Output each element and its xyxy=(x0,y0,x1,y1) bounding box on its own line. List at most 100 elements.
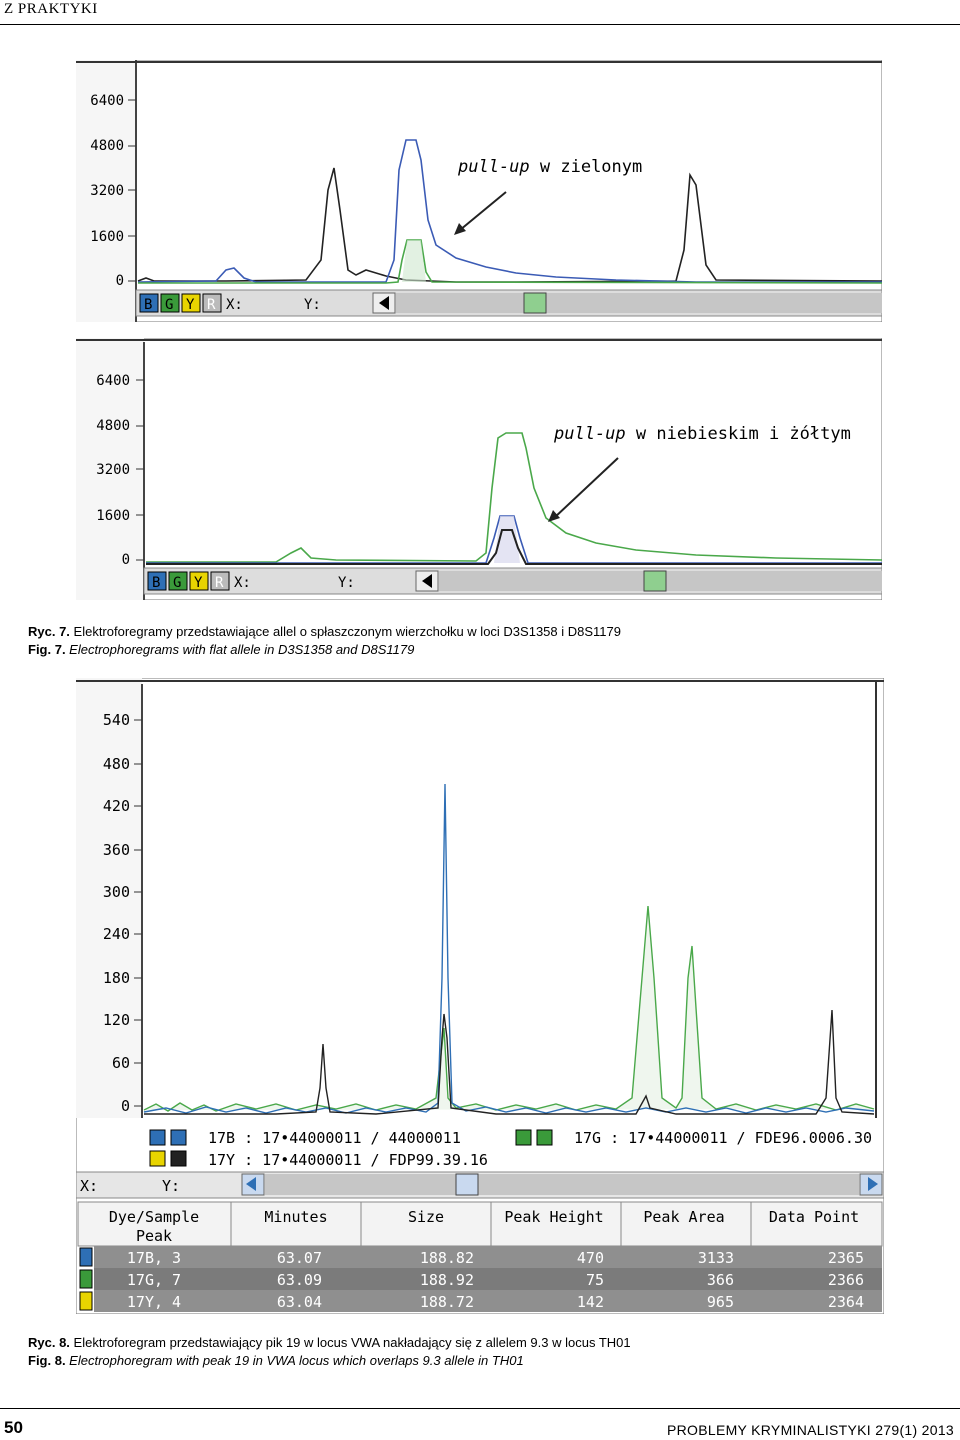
trace-green xyxy=(146,432,882,563)
svg-text:17Y, 4: 17Y, 4 xyxy=(127,1293,181,1311)
col-header-dye: Dye/Sample xyxy=(109,1208,199,1226)
legend-swatch-yellow xyxy=(149,1150,166,1167)
section-header: Z PRAKTYKI xyxy=(4,1,98,17)
col-header-height: Peak Height xyxy=(504,1208,603,1226)
scrollbar-track[interactable] xyxy=(265,1174,859,1195)
y-tick: 120 xyxy=(103,1011,130,1029)
y-tick: 0 xyxy=(116,273,124,289)
fig7-caption-pl: Ryc. 7. Elektroforegramy przedstawiające… xyxy=(28,624,621,639)
scrollbar-track[interactable] xyxy=(396,293,882,313)
legend-swatch-green xyxy=(515,1129,532,1146)
svg-text:17B, 3: 17B, 3 xyxy=(127,1249,181,1267)
svg-text:Y: Y xyxy=(186,297,195,313)
annotation-2: pull-up w niebieskim i żółtym xyxy=(553,424,851,444)
fig8-electropherogram: 540 480 420 360 300 240 180 120 60 0 17B… xyxy=(76,678,884,1314)
fig7-panel-2: 6400 4800 3200 1600 0 pull-up w niebiesk… xyxy=(76,338,882,600)
fig7-caption-en: Fig. 7. Electrophoregrams with flat alle… xyxy=(28,642,415,657)
y-tick: 360 xyxy=(103,841,130,859)
row-swatch xyxy=(79,1247,93,1267)
y-tick: 6400 xyxy=(96,373,130,389)
svg-text:366: 366 xyxy=(707,1271,734,1289)
journal-title: PROBLEMY KRYMINALISTYKI 279(1) 2013 xyxy=(667,1422,954,1438)
svg-text:470: 470 xyxy=(577,1249,604,1267)
svg-text:Y:: Y: xyxy=(162,1177,180,1195)
dye-b-button[interactable] xyxy=(139,293,159,313)
svg-text:188.92: 188.92 xyxy=(420,1271,474,1289)
fig7-panel-1: 6400 4800 3200 1600 0 pull-up w zielonym… xyxy=(76,60,882,322)
scrollbar-thumb[interactable] xyxy=(455,1173,479,1196)
y-tick: 60 xyxy=(112,1054,130,1072)
footer-rule xyxy=(0,1408,960,1409)
legend-17b: 17B : 17•44000011 / 44000011 xyxy=(208,1129,461,1147)
col-subheader-peak: Peak xyxy=(136,1227,172,1245)
svg-text:142: 142 xyxy=(577,1293,604,1311)
table-row[interactable]: 17B, 3 63.07 188.82 470 3133 2365 xyxy=(79,1246,882,1268)
svg-text:G: G xyxy=(165,297,173,313)
table-row[interactable]: 17G, 7 63.09 188.92 75 366 2366 xyxy=(79,1268,882,1290)
y-tick: 480 xyxy=(103,755,130,773)
svg-text:B: B xyxy=(144,297,152,313)
trace-blue xyxy=(143,783,875,1114)
dye-y-button[interactable] xyxy=(181,293,201,313)
svg-text:2365: 2365 xyxy=(828,1249,864,1267)
y-tick: 0 xyxy=(121,1097,130,1115)
legend-swatch-black xyxy=(170,1150,187,1167)
header-rule xyxy=(0,24,960,25)
legend: 17B : 17•44000011 / 44000011 17Y : 17•44… xyxy=(149,1129,872,1169)
row-swatch xyxy=(79,1269,93,1289)
dye-g-button[interactable] xyxy=(168,571,188,591)
dye-r-button[interactable] xyxy=(202,293,222,313)
fig7-1-y-ticks: 6400 4800 3200 1600 0 xyxy=(90,93,124,289)
row-swatch xyxy=(79,1291,93,1311)
trace-black xyxy=(137,167,882,283)
fig8-caption-pl: Ryc. 8. Elektroforegram przedstawiający … xyxy=(28,1335,631,1350)
y-tick: 4800 xyxy=(90,138,124,154)
legend-17g: 17G : 17•44000011 / FDE96.0006.30 xyxy=(574,1129,872,1147)
trace-blue xyxy=(137,139,882,283)
annotation-arrow-1 xyxy=(459,191,507,231)
page-number: 50 xyxy=(4,1418,23,1437)
trace-green xyxy=(143,905,875,1112)
y-tick: 6400 xyxy=(90,93,124,109)
svg-text:188.72: 188.72 xyxy=(420,1293,474,1311)
svg-text:Y:: Y: xyxy=(304,297,321,313)
annotation-arrow-2 xyxy=(553,457,619,519)
svg-text:3133: 3133 xyxy=(698,1249,734,1267)
svg-text:2364: 2364 xyxy=(828,1293,864,1311)
svg-text:X:: X: xyxy=(226,297,243,313)
legend-swatch-blue xyxy=(149,1129,166,1146)
svg-text:X:: X: xyxy=(234,575,251,591)
legend-swatch-blue-2 xyxy=(170,1129,187,1146)
y-tick: 300 xyxy=(103,883,130,901)
y-tick: 0 xyxy=(122,552,130,568)
svg-text:Y:: Y: xyxy=(338,575,355,591)
dye-g-button[interactable] xyxy=(160,293,180,313)
y-tick: 3200 xyxy=(90,183,124,199)
peak-table: Dye/Sample Peak Minutes Size Peak Height… xyxy=(77,1201,883,1312)
table-row[interactable]: 17Y, 4 63.04 188.72 142 965 2364 xyxy=(79,1290,882,1312)
dye-y-button[interactable] xyxy=(189,571,209,591)
y-tick: 3200 xyxy=(96,462,130,478)
legend-swatch-green-2 xyxy=(536,1129,553,1146)
trace-black xyxy=(144,1009,875,1115)
col-header-area: Peak Area xyxy=(643,1208,724,1226)
svg-text:G: G xyxy=(173,575,181,591)
y-tick: 4800 xyxy=(96,418,130,434)
legend-17y: 17Y : 17•44000011 / FDP99.39.16 xyxy=(208,1151,488,1169)
dye-b-button[interactable] xyxy=(147,571,167,591)
fig8-caption-en: Fig. 8. Electrophoregram with peak 19 in… xyxy=(28,1353,524,1368)
trace-black xyxy=(146,529,882,565)
svg-text:75: 75 xyxy=(586,1271,604,1289)
svg-text:B: B xyxy=(152,575,160,591)
dye-r-button[interactable] xyxy=(210,571,230,591)
svg-text:R: R xyxy=(207,297,216,313)
scrollbar-thumb[interactable] xyxy=(643,570,667,592)
svg-text:965: 965 xyxy=(707,1293,734,1311)
annotation-1: pull-up w zielonym xyxy=(457,157,642,177)
fig8-y-ticks: 540 480 420 360 300 240 180 120 60 0 xyxy=(103,711,130,1115)
scrollbar-thumb[interactable] xyxy=(523,292,547,314)
y-tick: 1600 xyxy=(96,508,130,524)
col-header-minutes: Minutes xyxy=(264,1208,327,1226)
fig7-2-y-ticks: 6400 4800 3200 1600 0 xyxy=(96,373,130,568)
svg-text:63.07: 63.07 xyxy=(277,1249,322,1267)
